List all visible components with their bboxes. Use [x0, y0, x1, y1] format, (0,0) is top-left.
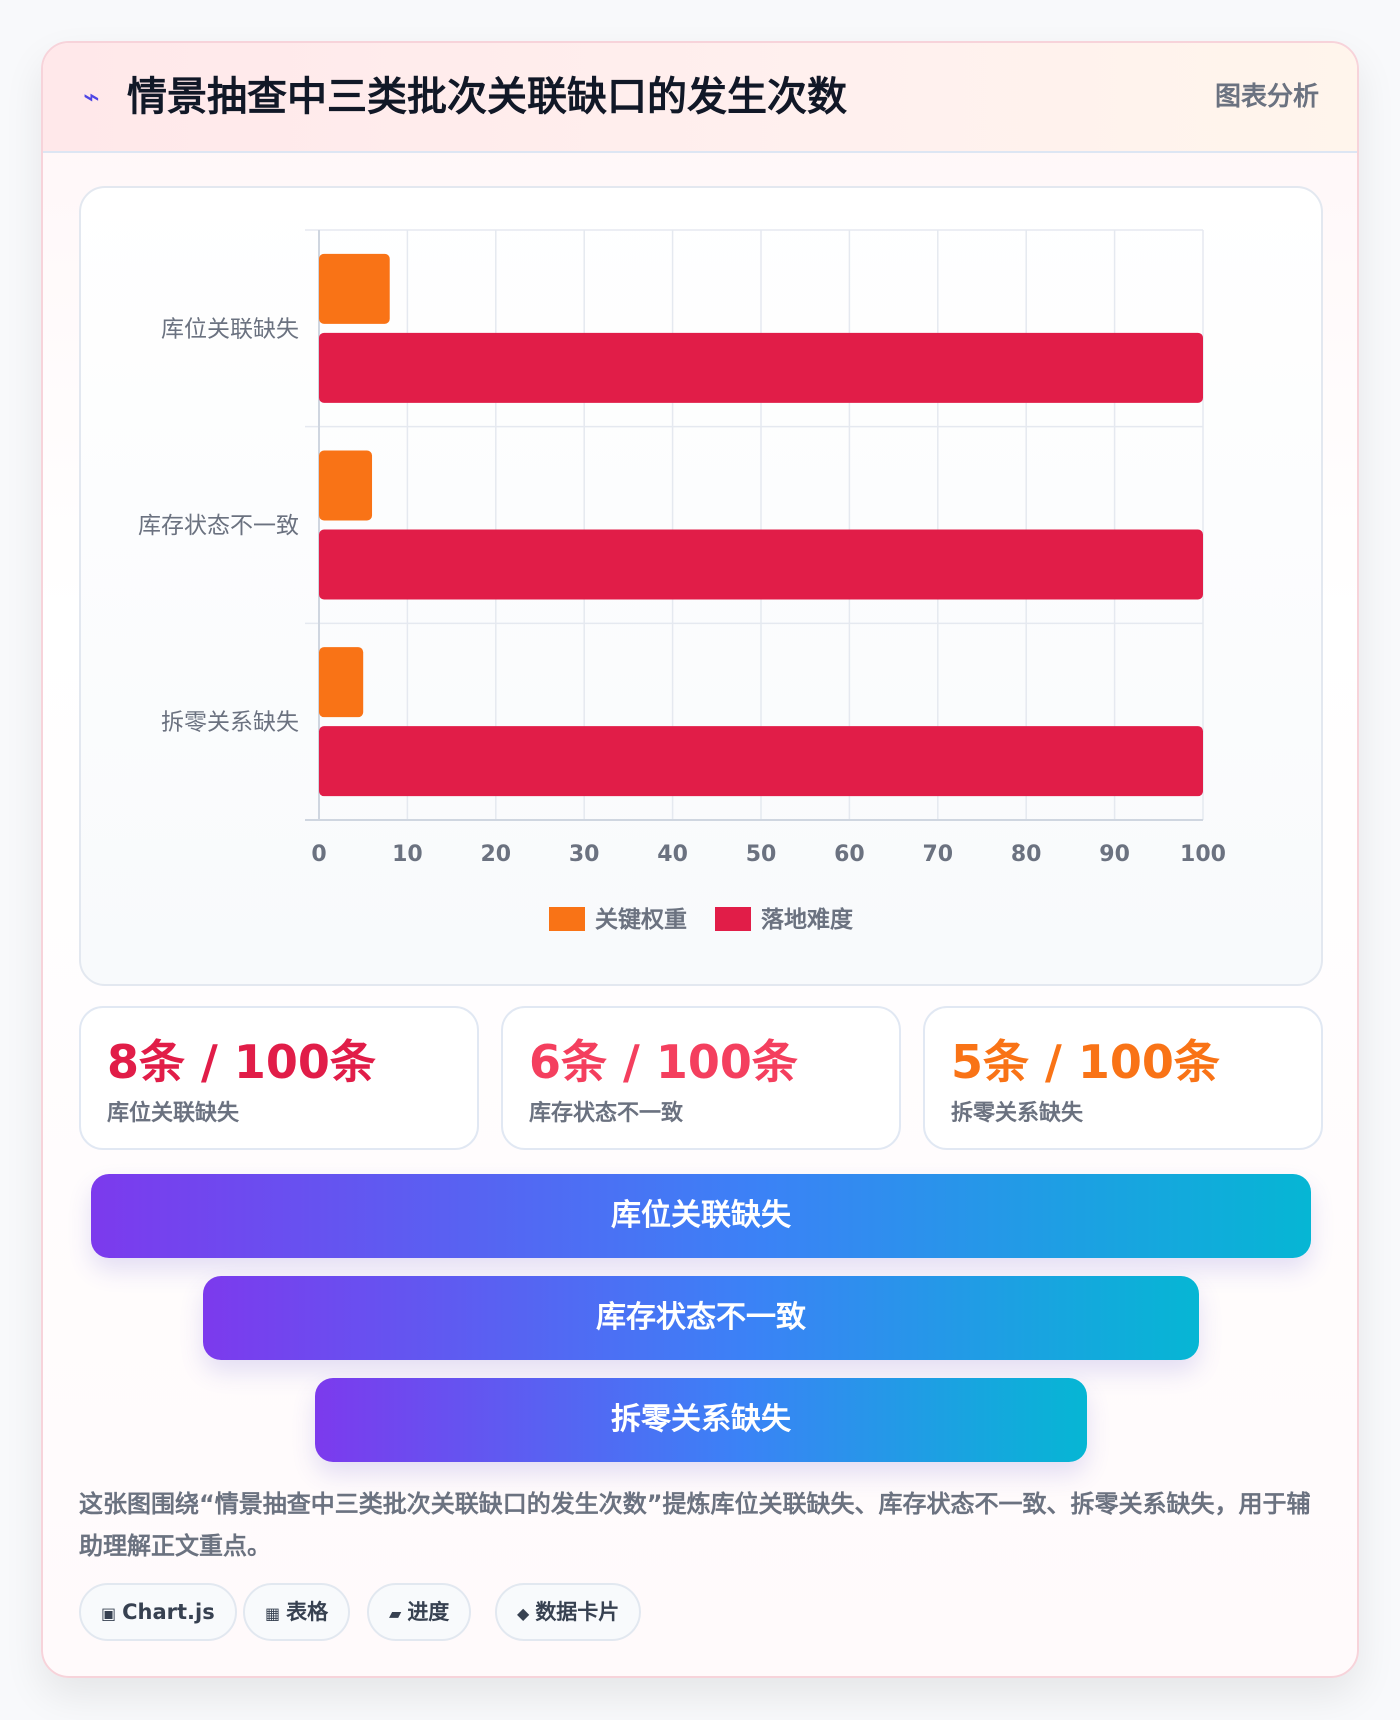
x-tick-label: 70 [922, 842, 953, 867]
legend-swatch-difficulty [715, 907, 751, 931]
legend-item-key-weight[interactable]: 关键权重 [548, 900, 687, 934]
stat-value: 5条 / 100条 [951, 1035, 1220, 1089]
table-icon: ▦ [265, 1604, 281, 1623]
bar [319, 253, 390, 324]
bar [319, 450, 373, 521]
header-tag: 图表分析 [1214, 82, 1319, 112]
x-tick-label: 0 [311, 842, 326, 867]
tag-label: Chart.js [122, 1600, 215, 1624]
chart-legend: 关键权重 落地难度 [81, 900, 1321, 934]
tag-table[interactable]: ▦ 表格 [243, 1583, 351, 1641]
x-tick-label: 50 [746, 842, 777, 867]
legend-label: 关键权重 [594, 907, 687, 933]
funnel-bar: 拆零关系缺失 [315, 1378, 1087, 1462]
x-tick-label: 20 [480, 842, 511, 867]
x-tick-label: 60 [834, 842, 865, 867]
progress-icon: ▰ [389, 1604, 402, 1623]
stat-card: 5条 / 100条 拆零关系缺失 [923, 1006, 1323, 1150]
chart-description: 这张图围绕“情景抽查中三类批次关联缺口的发生次数”提炼库位关联缺失、库存状态不一… [79, 1490, 1311, 1560]
stat-value: 8条 / 100条 [107, 1035, 376, 1089]
chart-box: 0 10 20 30 40 50 60 70 80 90 100 库位关联缺失库存状态不一致拆零关系缺… [79, 186, 1323, 986]
legend-item-difficulty[interactable]: 落地难度 [715, 900, 853, 934]
stat-label: 库位关联缺失 [107, 1101, 240, 1126]
tag-chartjs[interactable]: ▣ Chart.js [79, 1583, 237, 1641]
funnel-bar: 库存状态不一致 [203, 1276, 1199, 1360]
bar [319, 332, 1203, 403]
stat-value: 6条 / 100条 [529, 1035, 798, 1089]
tag-label: 数据卡片 [535, 1600, 620, 1624]
bar [319, 726, 1203, 797]
bar-chart: 0 10 20 30 40 50 60 70 80 90 100 库位关联缺失库存状态不一致拆零关系缺… [138, 229, 1226, 867]
x-tick-label: 40 [657, 842, 688, 867]
stat-label: 拆零关系缺失 [951, 1101, 1084, 1126]
lightning-icon: ⌁ [83, 80, 100, 113]
x-tick-label: 80 [1011, 842, 1042, 867]
x-tick-label: 10 [392, 842, 423, 867]
x-tick-label: 90 [1099, 842, 1130, 867]
tag-data-card[interactable]: ◆ 数据卡片 [495, 1583, 642, 1641]
stat-label: 库存状态不一致 [529, 1101, 684, 1126]
card-header: ⌁ 情景抽查中三类批次关联缺口的发生次数 图表分析 [43, 43, 1357, 153]
bar [319, 647, 364, 718]
tag-label: 表格 [286, 1600, 329, 1624]
bar [319, 529, 1203, 600]
x-tick-label: 30 [569, 842, 600, 867]
chart-card: ⌁ 情景抽查中三类批次关联缺口的发生次数 图表分析 0 10 20 30 40 50 60 7… [41, 41, 1359, 1678]
legend-label: 落地难度 [761, 907, 853, 933]
y-category-label: 拆零关系缺失 [161, 710, 299, 736]
stat-card: 6条 / 100条 库存状态不一致 [501, 1006, 901, 1150]
diamond-icon: ◆ [517, 1604, 530, 1623]
stat-cards: 8条 / 100条 库位关联缺失 6条 / 100条 库存状态不一致 5条 / … [79, 1006, 1323, 1150]
y-category-label: 库位关联缺失 [161, 316, 299, 342]
stat-card: 8条 / 100条 库位关联缺失 [79, 1006, 479, 1150]
x-tick-label: 100 [1180, 842, 1226, 867]
funnel-bar: 库位关联缺失 [91, 1174, 1311, 1258]
page-title: 情景抽查中三类批次关联缺口的发生次数 [127, 74, 847, 120]
y-category-label: 库存状态不一致 [138, 513, 299, 539]
tag-label: 进度 [407, 1600, 450, 1624]
legend-swatch-key-weight [548, 907, 585, 931]
chart-icon: ▣ [101, 1604, 117, 1623]
tag-progress[interactable]: ▰ 进度 [367, 1583, 472, 1641]
